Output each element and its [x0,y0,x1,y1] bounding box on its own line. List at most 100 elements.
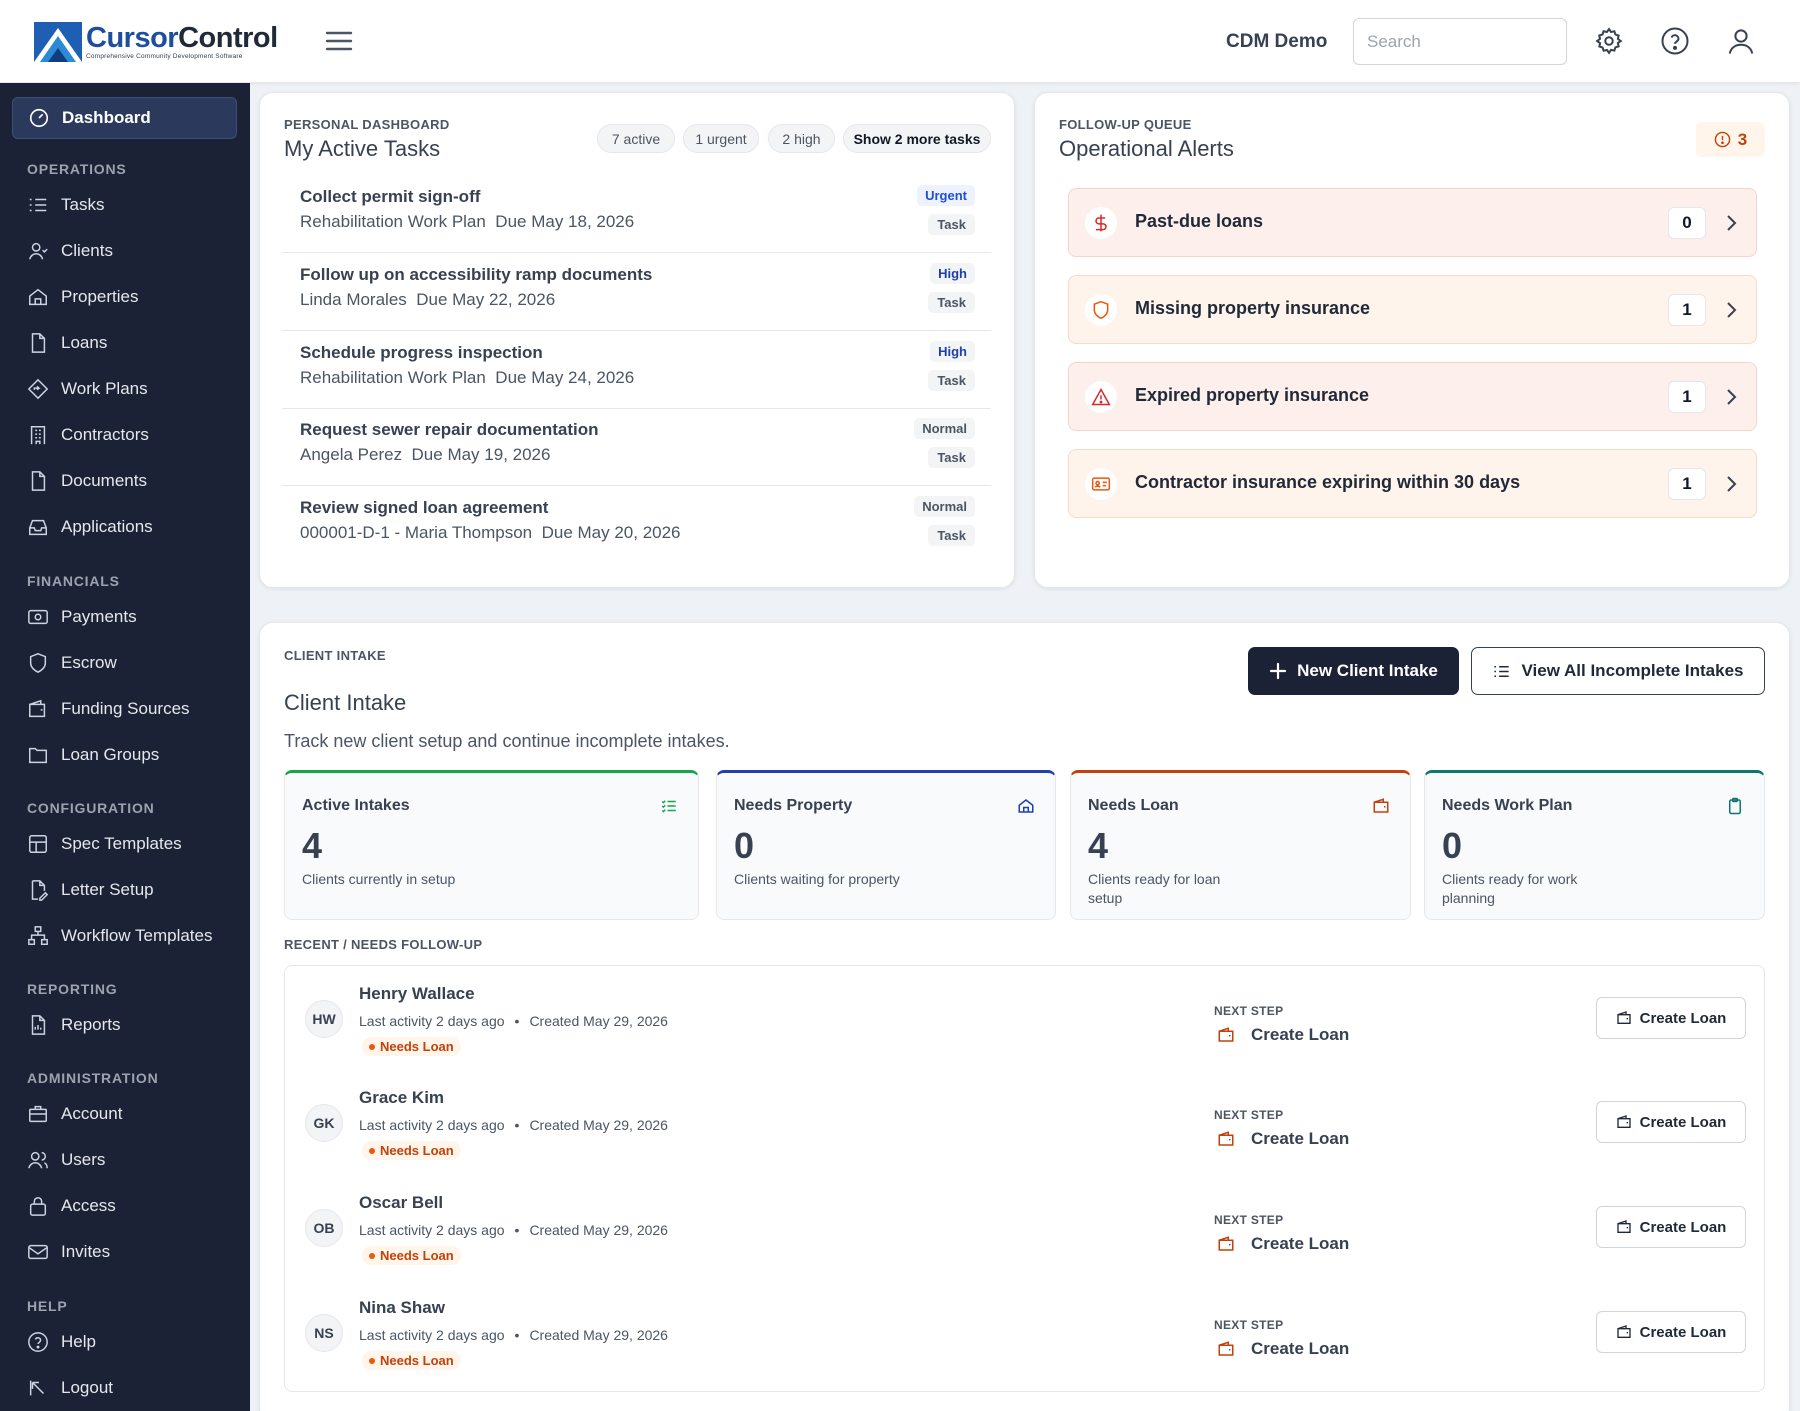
alert-expired-property-insurance[interactable]: Expired property insurance 1 [1068,362,1757,431]
sidebar-item-tasks[interactable]: Tasks [12,184,237,226]
search-input[interactable] [1353,18,1567,65]
client-name[interactable]: Henry Wallace [359,984,475,1003]
priority-badge: Normal [914,496,975,517]
create-loan-label: Create Loan [1639,1218,1727,1236]
stat-needs-property[interactable]: Needs Property 0 Clients waiting for pro… [716,770,1056,920]
task-context: Rehabilitation Work Plan [300,368,486,387]
sidebar: Dashboard OPERATIONS Tasks Clients Prope… [0,83,250,1411]
sidebar-item-label: Users [61,1150,106,1169]
alert-title: Past-due loans [1135,211,1264,231]
section-label-configuration: CONFIGURATION [27,800,155,816]
sidebar-item-payments[interactable]: Payments [12,596,237,638]
sidebar-item-label: Loans [61,333,108,352]
sidebar-item-account[interactable]: Account [12,1093,237,1135]
create-loan-button[interactable]: Create Loan [1596,1206,1746,1248]
client-name[interactable]: Grace Kim [359,1088,445,1107]
list-item[interactable]: GK Grace Kim Last activity 2 days ago • Cr… [285,1070,1764,1174]
wallet-icon [1217,1130,1235,1148]
sidebar-item-reports[interactable]: Reports [12,1004,237,1046]
intake-title: Client Intake [284,690,407,715]
alert-count: 1 [1668,468,1706,500]
stat-needs-work-plan[interactable]: Needs Work Plan 0 Clients ready for work… [1424,770,1765,920]
sidebar-item-documents[interactable]: Documents [12,460,237,502]
task-title: Schedule progress inspection [300,343,543,362]
sidebar-item-invites[interactable]: Invites [12,1231,237,1273]
settings-gear-icon[interactable] [1594,26,1624,56]
task-row[interactable]: Schedule progress inspection Rehabilitat… [282,332,991,409]
folder-icon [27,744,49,766]
workflow-network-icon [27,925,49,947]
logo-word-cursor: Cursor [86,21,179,54]
section-label-administration: ADMINISTRATION [27,1070,159,1086]
client-name[interactable]: Oscar Bell [359,1193,444,1212]
stat-title: Needs Work Plan [1442,797,1573,814]
user-profile-icon[interactable] [1726,26,1756,56]
create-loan-button[interactable]: Create Loan [1596,1101,1746,1143]
list-item[interactable]: OB Oscar Bell Last activity 2 days ago • C… [285,1175,1764,1279]
list-item[interactable]: NS Nina Shaw Last activity 2 days ago • Cr… [285,1280,1764,1384]
sidebar-item-label: Properties [61,287,139,306]
task-type-badge: Task [928,447,975,468]
sidebar-item-contractors[interactable]: Contractors [12,414,237,456]
alert-missing-property-insurance[interactable]: Missing property insurance 1 [1068,275,1757,344]
sidebar-item-label: Payments [61,607,137,626]
sidebar-item-applications[interactable]: Applications [12,506,237,548]
sidebar-item-label: Access [61,1196,116,1215]
task-context: Linda Morales [300,290,407,309]
create-loan-button[interactable]: Create Loan [1596,997,1746,1039]
task-title: Collect permit sign-off [300,187,481,206]
show-more-tasks-button[interactable]: Show 2 more tasks [843,124,991,153]
stat-active-intakes[interactable]: Active Intakes 4 Clients currently in se… [284,770,699,920]
sidebar-item-dashboard[interactable]: Dashboard [12,97,237,139]
hamburger-menu-icon[interactable] [324,28,354,54]
sidebar-item-escrow[interactable]: Escrow [12,642,237,684]
plus-icon [1269,662,1287,680]
sidebar-item-users[interactable]: Users [12,1139,237,1181]
stat-description: Clients currently in setup [302,871,456,887]
stat-title: Active Intakes [302,797,410,814]
sidebar-item-letter-setup[interactable]: Letter Setup [12,869,237,911]
list-item[interactable]: HW Henry Wallace Last activity 2 days ag… [285,966,1764,1070]
sidebar-item-help[interactable]: Help [12,1321,237,1363]
next-step-value: Create Loan [1251,1129,1350,1148]
task-row[interactable]: Follow up on accessibility ramp document… [282,254,991,331]
task-row[interactable]: Review signed loan agreement 000001-D-1 … [282,487,991,564]
alert-contractor-insurance-expiring[interactable]: Contractor insurance expiring within 30 … [1068,449,1757,518]
sidebar-item-workflow-templates[interactable]: Workflow Templates [12,915,237,957]
task-row[interactable]: Request sewer repair documentation Angel… [282,409,991,486]
created-date: Created May 29, 2026 [529,1327,668,1343]
alerts-total-badge: 3 [1696,122,1765,157]
sidebar-item-loan-groups[interactable]: Loan Groups [12,734,237,776]
task-row[interactable]: Collect permit sign-off Rehabilitation W… [282,176,991,253]
sidebar-item-work-plans[interactable]: Work Plans [12,368,237,410]
view-all-incomplete-intakes-button[interactable]: View All Incomplete Intakes [1471,647,1765,695]
alert-past-due-loans[interactable]: Past-due loans 0 [1068,188,1757,257]
sidebar-item-properties[interactable]: Properties [12,276,237,318]
sidebar-item-logout[interactable]: Logout [12,1367,237,1409]
logout-arrow-icon [27,1377,49,1399]
sidebar-item-spec-templates[interactable]: Spec Templates [12,823,237,865]
next-step-label: NEXT STEP [1214,1004,1284,1018]
sidebar-item-funding-sources[interactable]: Funding Sources [12,688,237,730]
sidebar-item-clients[interactable]: Clients [12,230,237,272]
help-question-icon[interactable] [1660,26,1690,56]
sidebar-item-label: Dashboard [62,108,151,127]
last-activity: Last activity 2 days ago [359,1327,505,1343]
user-icon [27,240,49,262]
stat-description: Clients ready for work planning [1442,871,1578,906]
avatar: OB [305,1209,343,1247]
client-name[interactable]: Nina Shaw [359,1298,445,1317]
new-client-intake-button[interactable]: New Client Intake [1248,647,1459,695]
top-header: CursorControl Comprehensive Community De… [0,0,1800,83]
inbox-icon [27,516,49,538]
sidebar-item-access[interactable]: Access [12,1185,237,1227]
create-loan-label: Create Loan [1639,1113,1727,1131]
next-step-value: Create Loan [1251,1025,1350,1044]
sidebar-item-loans[interactable]: Loans [12,322,237,364]
organization-name[interactable]: CDM Demo [1226,31,1328,52]
create-loan-button[interactable]: Create Loan [1596,1311,1746,1353]
sidebar-item-label: Help [61,1332,96,1351]
stat-needs-loan[interactable]: Needs Loan 4 Clients ready for loan setu… [1070,770,1411,920]
last-activity: Last activity 2 days ago [359,1117,505,1133]
cursorcontrol-logo[interactable]: CursorControl Comprehensive Community De… [34,22,278,62]
